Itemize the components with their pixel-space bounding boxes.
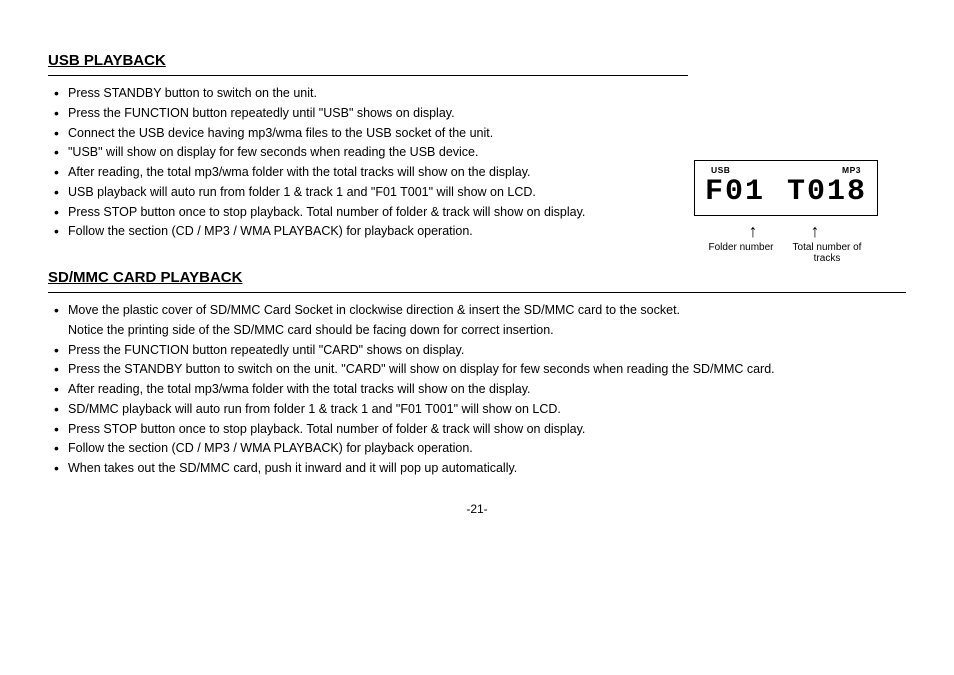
list-item: "USB" will show on display for few secon… — [48, 143, 688, 162]
list-item: Move the plastic cover of SD/MMC Card So… — [48, 301, 906, 320]
lcd-display: USB MP3 F01 T018 — [694, 160, 878, 216]
list-item: Press STANDBY button to switch on the un… — [48, 84, 688, 103]
lcd-display-wrap: USB MP3 F01 T018 ↑ ↑ Folder number Total… — [694, 160, 874, 264]
lcd-tracks-value: T018 — [787, 177, 867, 207]
lcd-arrow-labels: Folder number Total number of tracks — [694, 242, 874, 264]
section-usb-title: USB PLAYBACK — [48, 52, 688, 69]
section-sdcard-rule — [48, 292, 906, 293]
lcd-folder-label: Folder number — [701, 242, 781, 264]
page-root: USB PLAYBACK Press STANDBY button to swi… — [0, 0, 954, 675]
list-item: After reading, the total mp3/wma folder … — [48, 163, 688, 182]
section-sdcard-title: SD/MMC CARD PLAYBACK — [48, 269, 906, 286]
section-sdcard-list: Move the plastic cover of SD/MMC Card So… — [48, 301, 906, 478]
lcd-tracks-label: Total number of tracks — [787, 242, 867, 264]
lcd-folder-value: F01 — [705, 177, 765, 207]
section-sdcard: SD/MMC CARD PLAYBACK Move the plastic co… — [48, 269, 906, 478]
list-item: When takes out the SD/MMC card, push it … — [48, 459, 906, 478]
lcd-top-right: MP3 — [842, 165, 861, 175]
list-item: Press STOP button once to stop playback.… — [48, 420, 906, 439]
section-usb: USB PLAYBACK Press STANDBY button to swi… — [48, 52, 688, 241]
lcd-top-left: USB — [711, 165, 730, 175]
arrow-up-icon: ↑ — [749, 222, 758, 240]
section-usb-list: Press STANDBY button to switch on the un… — [48, 84, 688, 241]
section-usb-rule — [48, 75, 688, 76]
list-item: Press the FUNCTION button repeatedly unt… — [48, 104, 688, 123]
lcd-arrows: ↑ ↑ — [694, 222, 874, 240]
list-item: Press the STANDBY button to switch on th… — [48, 360, 906, 379]
list-item: Press the FUNCTION button repeatedly unt… — [48, 341, 906, 360]
list-item: Press STOP button once to stop playback.… — [48, 203, 688, 222]
list-item: USB playback will auto run from folder 1… — [48, 183, 688, 202]
list-item: Connect the USB device having mp3/wma fi… — [48, 124, 688, 143]
list-item: Follow the section (CD / MP3 / WMA PLAYB… — [48, 439, 906, 458]
page-number: -21- — [48, 502, 906, 516]
list-item-cont: Notice the printing side of the SD/MMC c… — [48, 321, 906, 340]
lcd-main-row: F01 T018 — [705, 177, 867, 207]
list-item: SD/MMC playback will auto run from folde… — [48, 400, 906, 419]
list-item: Follow the section (CD / MP3 / WMA PLAYB… — [48, 222, 688, 241]
arrow-up-icon: ↑ — [811, 222, 820, 240]
list-item: After reading, the total mp3/wma folder … — [48, 380, 906, 399]
